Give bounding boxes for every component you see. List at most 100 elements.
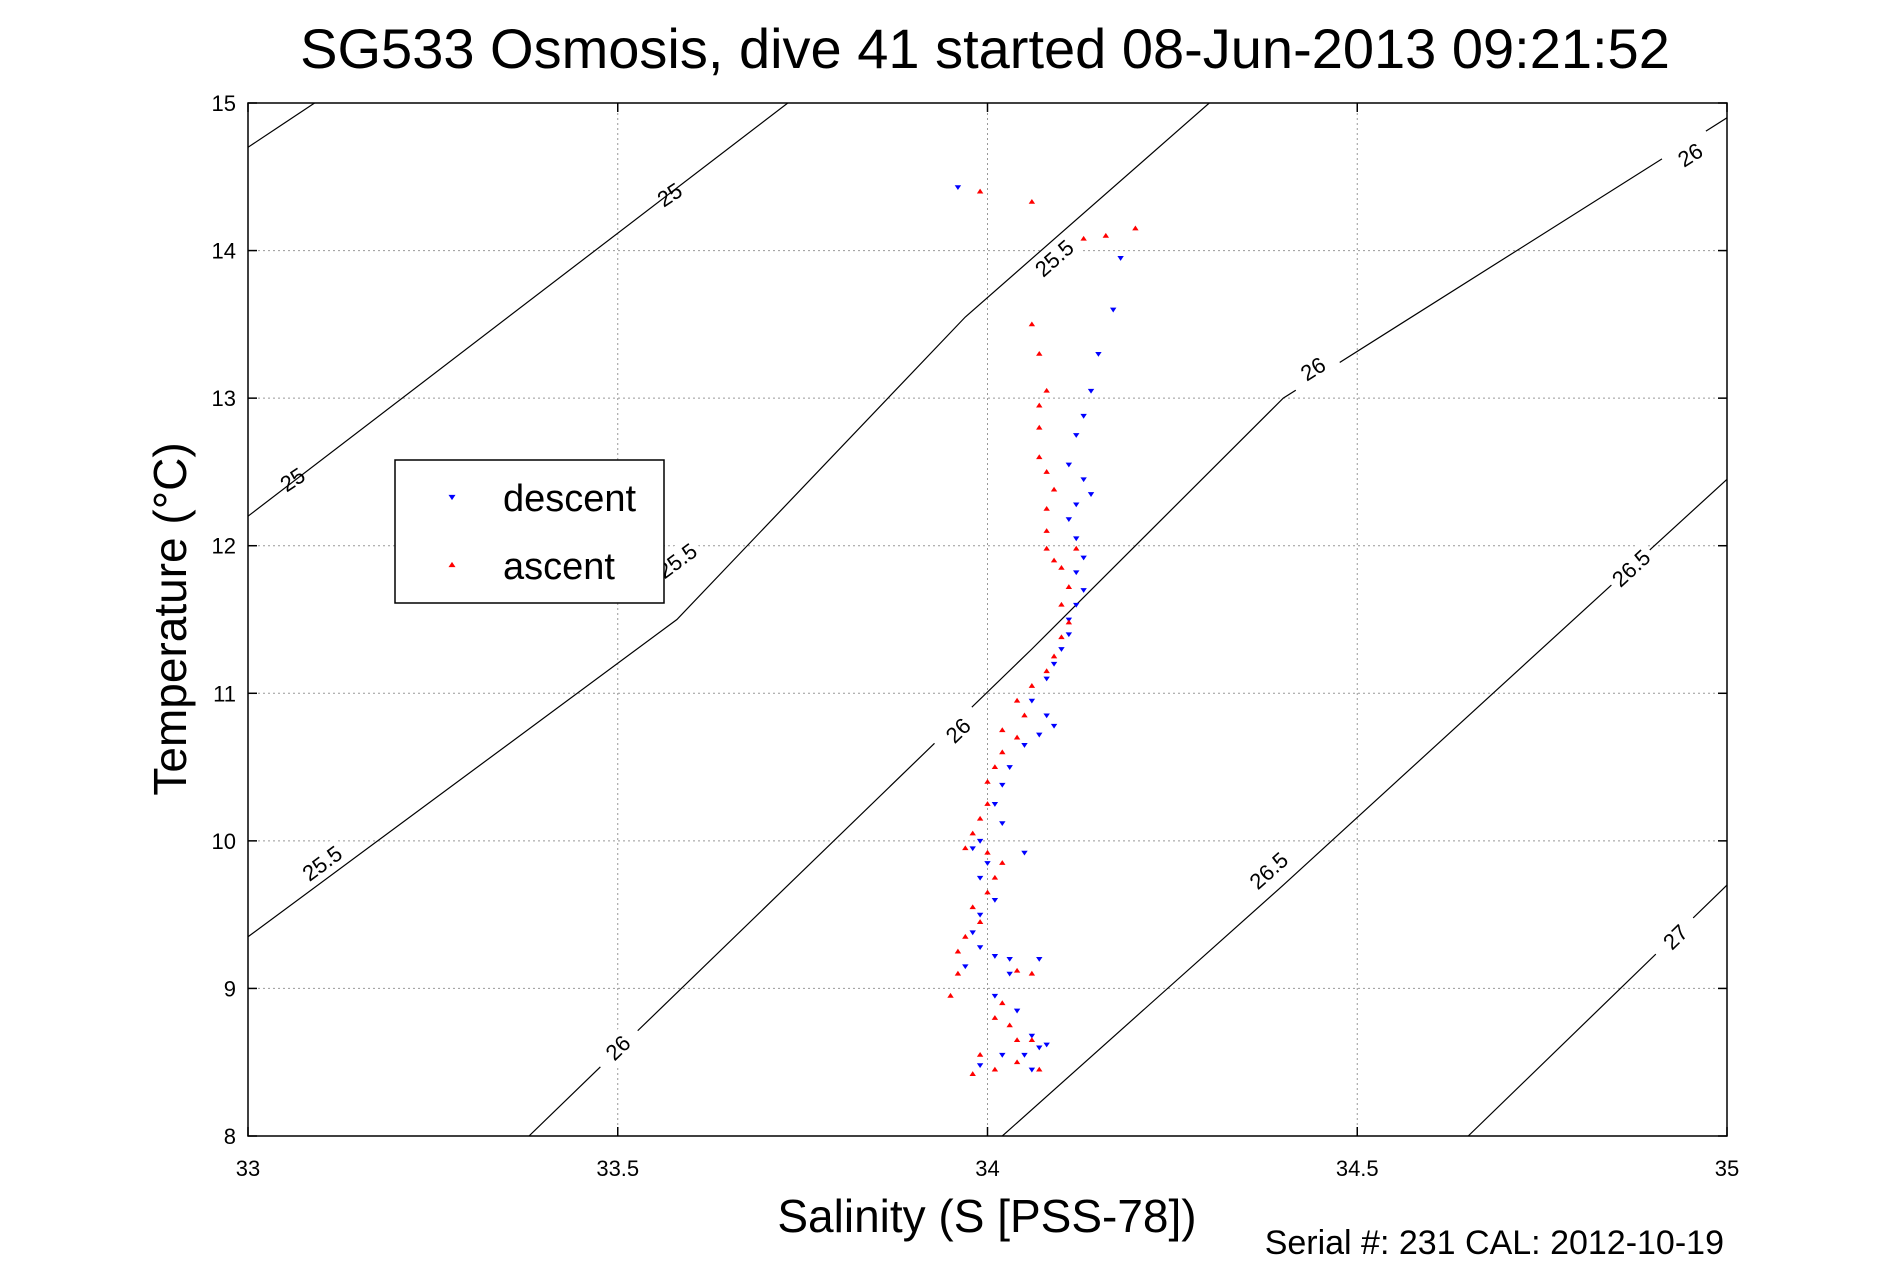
descent-point — [1006, 956, 1013, 962]
ascent-point — [1050, 557, 1058, 563]
ascent-point — [1058, 564, 1065, 570]
descent-point — [984, 861, 991, 866]
ascent-point — [1050, 486, 1058, 492]
descent-point — [969, 930, 976, 936]
ascent-point — [999, 1000, 1006, 1006]
descent-point — [1021, 850, 1028, 856]
legend: descent ascent — [394, 459, 665, 604]
y-tick-label: 14 — [212, 239, 236, 264]
ascent-point — [999, 860, 1006, 865]
chart-title: SG533 Osmosis, dive 41 started 08-Jun-20… — [300, 17, 1670, 80]
descent-point — [1050, 723, 1058, 729]
ascent-point — [1036, 424, 1043, 430]
ascent-point — [1043, 387, 1050, 393]
ascent-point — [991, 1066, 999, 1072]
contour-line-25.5 — [248, 103, 1210, 938]
descent-point — [1073, 502, 1080, 508]
serial-cal-footer: Serial #: 231 CAL: 2012-10-19 — [1265, 1224, 1724, 1262]
ascent-point — [976, 1051, 984, 1057]
legend-marker-ascent — [448, 561, 456, 568]
ascent-point — [1013, 697, 1021, 703]
contour-label-bg — [293, 837, 351, 889]
descent-point — [962, 964, 969, 970]
descent-point — [991, 802, 999, 807]
ascent-point — [1065, 584, 1073, 589]
ascent-point — [1013, 1037, 1021, 1042]
descent-point — [976, 912, 984, 918]
y-tick-label: 8 — [224, 1124, 236, 1149]
ascent-point — [962, 845, 969, 851]
contour-label-bg — [1025, 231, 1083, 285]
x-tick-label: 33 — [236, 1156, 260, 1181]
y-axis-label: Temperature (°C) — [144, 442, 196, 795]
descent-point — [1036, 956, 1043, 962]
descent-point — [999, 1052, 1006, 1058]
descent-point — [1073, 602, 1080, 608]
descent-point — [1006, 765, 1013, 770]
descent-point — [991, 993, 999, 999]
ascent-point — [991, 1015, 999, 1020]
descent-point — [1006, 971, 1013, 977]
ascent-point — [1102, 232, 1110, 238]
descent-point — [1028, 698, 1036, 704]
descent-point — [999, 782, 1006, 788]
descent-point — [976, 945, 984, 950]
ascent-point — [1006, 1022, 1013, 1028]
descent-point — [1043, 676, 1050, 682]
ascent-point — [999, 749, 1006, 755]
ascent-point — [991, 764, 999, 769]
ascent-point — [976, 188, 984, 194]
x-tick-label: 34 — [975, 1156, 999, 1181]
x-tick-label: 34.5 — [1336, 1156, 1379, 1181]
descent-point — [976, 838, 984, 844]
contour-label-bg — [1283, 343, 1342, 394]
ascent-point — [969, 830, 976, 836]
descent-point — [1073, 570, 1080, 576]
ascent-point — [1013, 734, 1021, 740]
ascent-point — [1036, 402, 1043, 408]
descent-point — [1065, 517, 1073, 523]
ascent-point — [1028, 970, 1036, 976]
contour-line-25 — [248, 103, 789, 517]
legend-marker-descent — [448, 494, 456, 501]
ascent-point — [1043, 469, 1050, 474]
ascent-point — [962, 933, 969, 939]
ascent-point — [1065, 619, 1073, 625]
legend-label-ascent: ascent — [503, 546, 615, 588]
ascent-point — [1043, 505, 1050, 511]
y-tick-label: 9 — [224, 976, 236, 1001]
ascent-point — [984, 778, 991, 784]
ascent-point — [1058, 601, 1065, 607]
contour-label-bg — [263, 454, 322, 505]
descent-point — [969, 846, 976, 852]
descent-point — [1080, 477, 1087, 483]
contour-line-26 — [528, 117, 1727, 1136]
ascent-point — [1043, 528, 1050, 533]
ascent-point — [1036, 1066, 1043, 1072]
descent-point — [976, 1063, 984, 1069]
ascent-point — [954, 948, 962, 954]
descent-point — [999, 821, 1006, 827]
y-axis-ticks: 8 9 10 11 12 13 14 15 — [212, 91, 1727, 1149]
descent-point — [1073, 433, 1080, 438]
contour-label-bg — [930, 702, 986, 758]
y-tick-label: 12 — [212, 534, 236, 559]
descent-point — [1043, 713, 1050, 719]
descent-point — [1058, 647, 1065, 652]
descent-point — [1021, 743, 1028, 748]
x-tick-label: 33.5 — [596, 1156, 639, 1181]
ascent-point — [1028, 198, 1036, 204]
ascent-point — [1013, 967, 1021, 973]
descent-point — [1013, 1008, 1021, 1014]
descent-point — [1117, 256, 1124, 261]
descent-point — [1095, 351, 1102, 357]
legend-label-descent: descent — [503, 478, 637, 520]
ascent-point — [999, 727, 1006, 733]
ascent-point — [1080, 235, 1087, 241]
descent-point — [1110, 307, 1117, 313]
y-tick-label: 13 — [212, 386, 236, 411]
ascent-point — [1036, 454, 1043, 460]
ascent-point — [1028, 683, 1036, 688]
ascent-point — [976, 815, 984, 821]
